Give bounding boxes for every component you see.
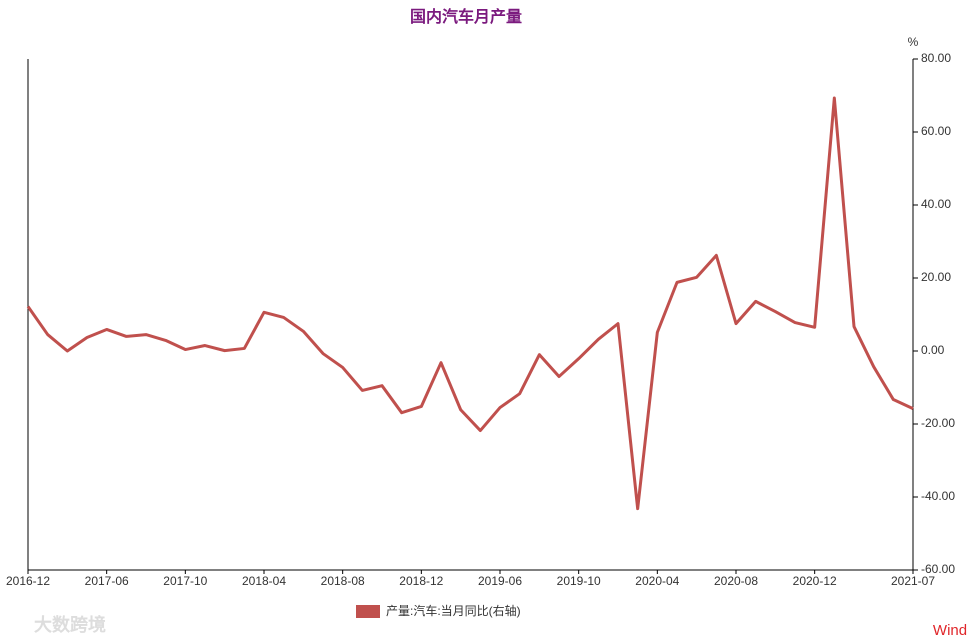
- data-line: [26, 96, 914, 511]
- x-tick-label: 2017-06: [85, 574, 129, 588]
- x-tick-label: 2018-08: [321, 574, 365, 588]
- x-tick-label: 2020-04: [635, 574, 679, 588]
- y-tick-label: -40.00: [921, 489, 955, 503]
- x-tick-label: 2019-06: [478, 574, 522, 588]
- y-tick-label: 60.00: [921, 124, 951, 138]
- y-tick-label: 40.00: [921, 197, 951, 211]
- y-tick-label: 80.00: [921, 51, 951, 65]
- x-tick-label: 2020-08: [714, 574, 758, 588]
- source: Wind: [933, 622, 967, 639]
- x-tick-label: 2020-12: [793, 574, 837, 588]
- x-tick-label: 2019-10: [557, 574, 601, 588]
- y-tick-label: -60.00: [921, 562, 955, 576]
- y-tick-label: -20.00: [921, 416, 955, 430]
- y-tick-label: 20.00: [921, 270, 951, 284]
- x-tick-label: 2018-12: [399, 574, 443, 588]
- legend-swatch: [356, 605, 380, 618]
- x-tick-label: 2021-07: [891, 574, 935, 588]
- x-tick-label: 2017-10: [163, 574, 207, 588]
- x-tick-label: 2018-04: [242, 574, 286, 588]
- legend-label: 产量:汽车:当月同比(右轴): [386, 603, 521, 618]
- x-tick-label: 2016-12: [6, 574, 50, 588]
- watermark: 大数跨境: [34, 614, 106, 635]
- chart-title: 国内汽车月产量: [410, 7, 522, 26]
- axis-unit: %: [908, 35, 919, 49]
- y-tick-label: 0.00: [921, 343, 945, 357]
